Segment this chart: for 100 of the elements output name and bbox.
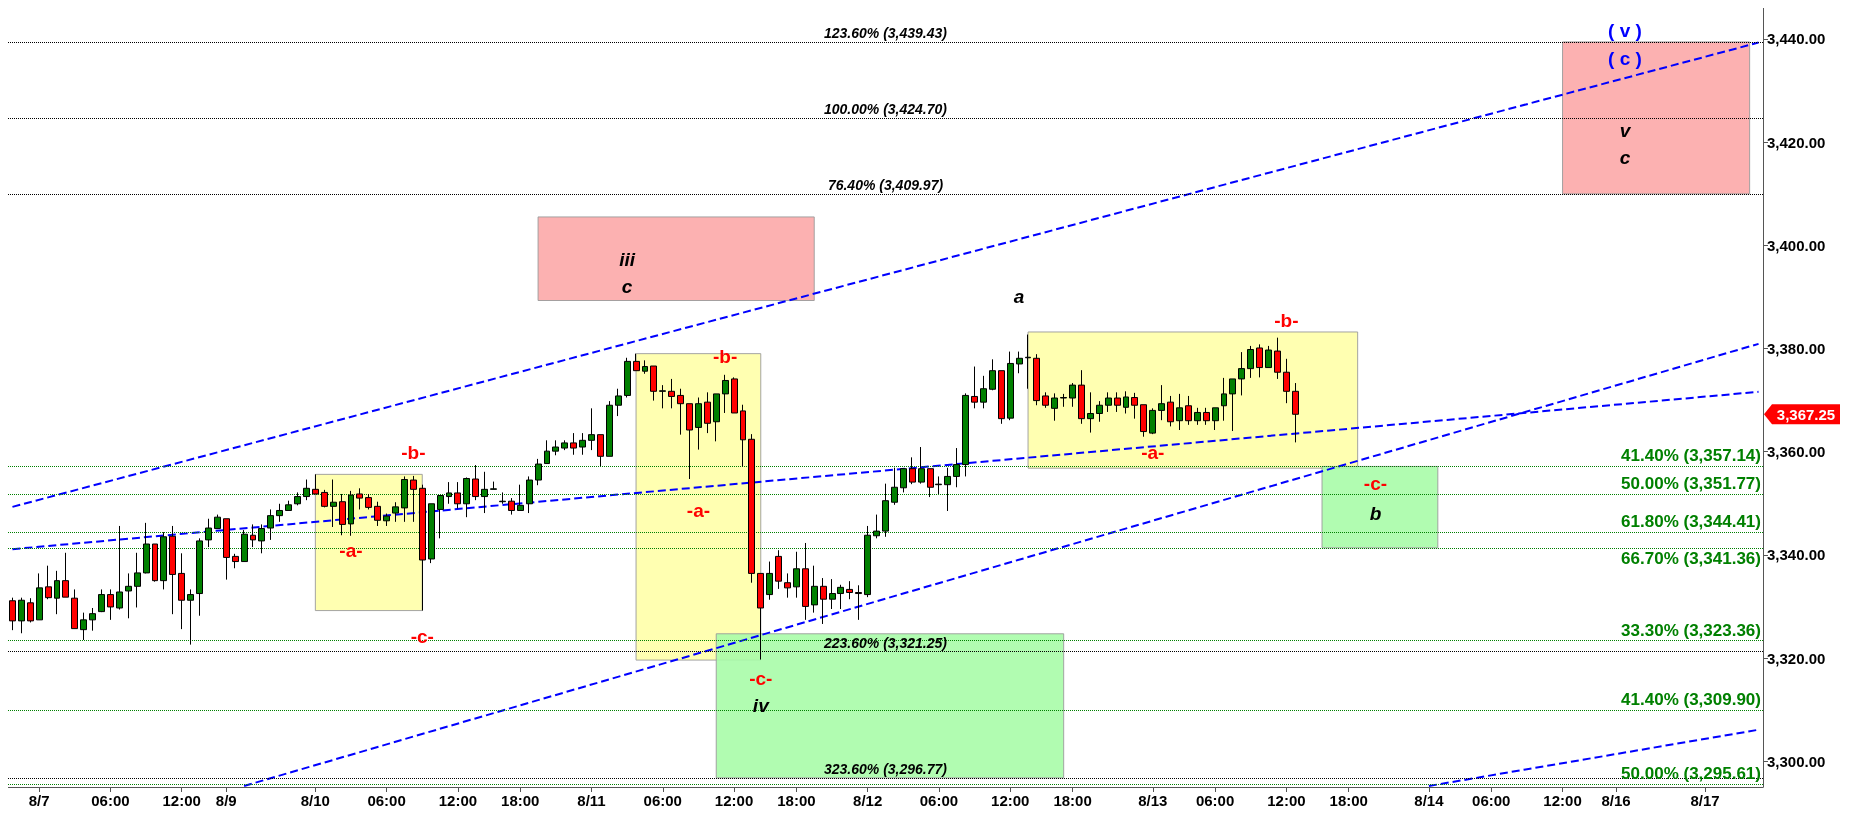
candlestick <box>989 358 996 391</box>
x-tick-label: 12:00 <box>714 792 754 809</box>
annotation: -a- <box>686 499 711 521</box>
candlestick <box>9 597 16 631</box>
annotation: ( c ) <box>1608 47 1642 69</box>
y-tick-label: 3,320.00 <box>1767 649 1826 667</box>
candlestick <box>1087 391 1094 434</box>
candlestick <box>713 393 720 442</box>
annotation: iii <box>619 249 636 271</box>
candlestick <box>321 489 328 508</box>
annotation: c <box>1619 146 1631 168</box>
candlestick <box>1238 351 1245 396</box>
ref-line-label: 61.80% (3,344.41) <box>1621 512 1761 532</box>
candlestick <box>846 580 853 600</box>
candlestick <box>178 552 185 630</box>
candlestick <box>365 493 372 510</box>
candlestick <box>1265 345 1272 369</box>
candlestick <box>1203 407 1210 426</box>
x-tick-label: 06:00 <box>919 792 959 809</box>
ref-line-label: 223.60% (3,321.25) <box>823 634 948 651</box>
candlestick <box>62 552 69 598</box>
candlestick <box>98 588 105 613</box>
x-tick-label: 12:00 <box>991 792 1030 809</box>
x-tick-label: 12:00 <box>1267 792 1306 809</box>
annotation: b <box>1369 502 1382 524</box>
candlestick <box>855 584 862 621</box>
candlestick <box>998 370 1005 425</box>
candlestick <box>811 565 818 614</box>
annotation: -b- <box>401 442 426 464</box>
candlestick <box>508 497 515 516</box>
candlestick <box>392 501 399 523</box>
candlestick <box>232 553 239 569</box>
candlestick <box>18 597 25 634</box>
ref-line-label: 41.40% (3,357.14) <box>1621 446 1761 466</box>
candlestick <box>695 397 702 451</box>
candlestick <box>1283 358 1290 404</box>
ref-line-label: 66.70% (3,341.36) <box>1621 548 1761 568</box>
candlestick <box>793 551 800 599</box>
x-tick-label: 06:00 <box>1195 792 1235 809</box>
text: 3,367.25 <box>1776 405 1836 423</box>
candlestick <box>775 549 782 590</box>
candlestick <box>579 432 586 456</box>
candlestick <box>134 552 141 608</box>
candlestick <box>1016 351 1023 374</box>
candlestick <box>544 439 550 465</box>
candlestick <box>54 570 60 615</box>
candlestick <box>169 525 176 615</box>
candlestick <box>570 432 577 456</box>
candlestick <box>45 565 52 600</box>
candlestick <box>1185 395 1192 426</box>
annotation: -c- <box>410 625 434 647</box>
x-tick-label: 8/12 <box>853 792 883 809</box>
candlestick <box>125 572 132 619</box>
candlestick <box>1158 384 1165 421</box>
x-tick-label: 18:00 <box>1053 792 1092 809</box>
candlestick <box>1096 400 1103 423</box>
candlestick <box>27 597 34 623</box>
candlestick <box>552 439 559 456</box>
x-tick-label: 8/7 <box>28 792 50 809</box>
candlestick <box>1229 378 1236 432</box>
candlestick <box>659 384 666 409</box>
candlestick <box>214 514 221 530</box>
candlestick <box>454 481 461 509</box>
x-tick-label: 8/13 <box>1138 792 1168 809</box>
annotation: v <box>1619 119 1632 141</box>
candlestick <box>89 607 96 632</box>
candlestick <box>472 464 479 501</box>
candlestick <box>339 493 346 536</box>
annotation: ( v ) <box>1608 20 1642 42</box>
candlestick <box>980 375 987 409</box>
candlestick <box>250 523 256 548</box>
candlestick <box>410 475 417 523</box>
annotation: -b- <box>713 346 738 368</box>
candlestick <box>624 357 631 398</box>
x-tick-label: 18:00 <box>777 792 816 809</box>
candlestick <box>71 588 78 630</box>
candlestick <box>1212 407 1219 431</box>
x-tick-label: 06:00 <box>367 792 406 809</box>
candlestick <box>802 542 809 621</box>
ref-line-label: 50.00% (3,351.77) <box>1621 474 1761 494</box>
candlestick <box>276 503 283 523</box>
candlestick <box>36 572 43 621</box>
ref-line-label: 100.00% (3,424.70) <box>824 100 948 117</box>
candlestick <box>784 572 791 599</box>
ref-line-label: 33.30% (3,323.36) <box>1621 620 1761 640</box>
x-tick-label: 06:00 <box>643 792 682 809</box>
x-tick-label: 12:00 <box>438 792 478 809</box>
ref-line-label: 76.40% (3,409.97) <box>827 176 944 193</box>
candlestick <box>1123 390 1129 414</box>
x-tick-label: 06:00 <box>1472 792 1511 809</box>
y-tick-label: 3,380.00 <box>1767 339 1826 357</box>
annotation: a <box>1013 286 1025 308</box>
candlestick <box>588 407 595 451</box>
candlestick <box>606 400 613 457</box>
x-tick-label: 18:00 <box>1329 792 1368 809</box>
ref-line-label: 123.60% (3,439.43) <box>824 24 948 41</box>
candlestick <box>704 391 711 434</box>
candlestick <box>597 434 604 467</box>
candlestick <box>1069 382 1076 408</box>
candlestick <box>312 473 319 495</box>
